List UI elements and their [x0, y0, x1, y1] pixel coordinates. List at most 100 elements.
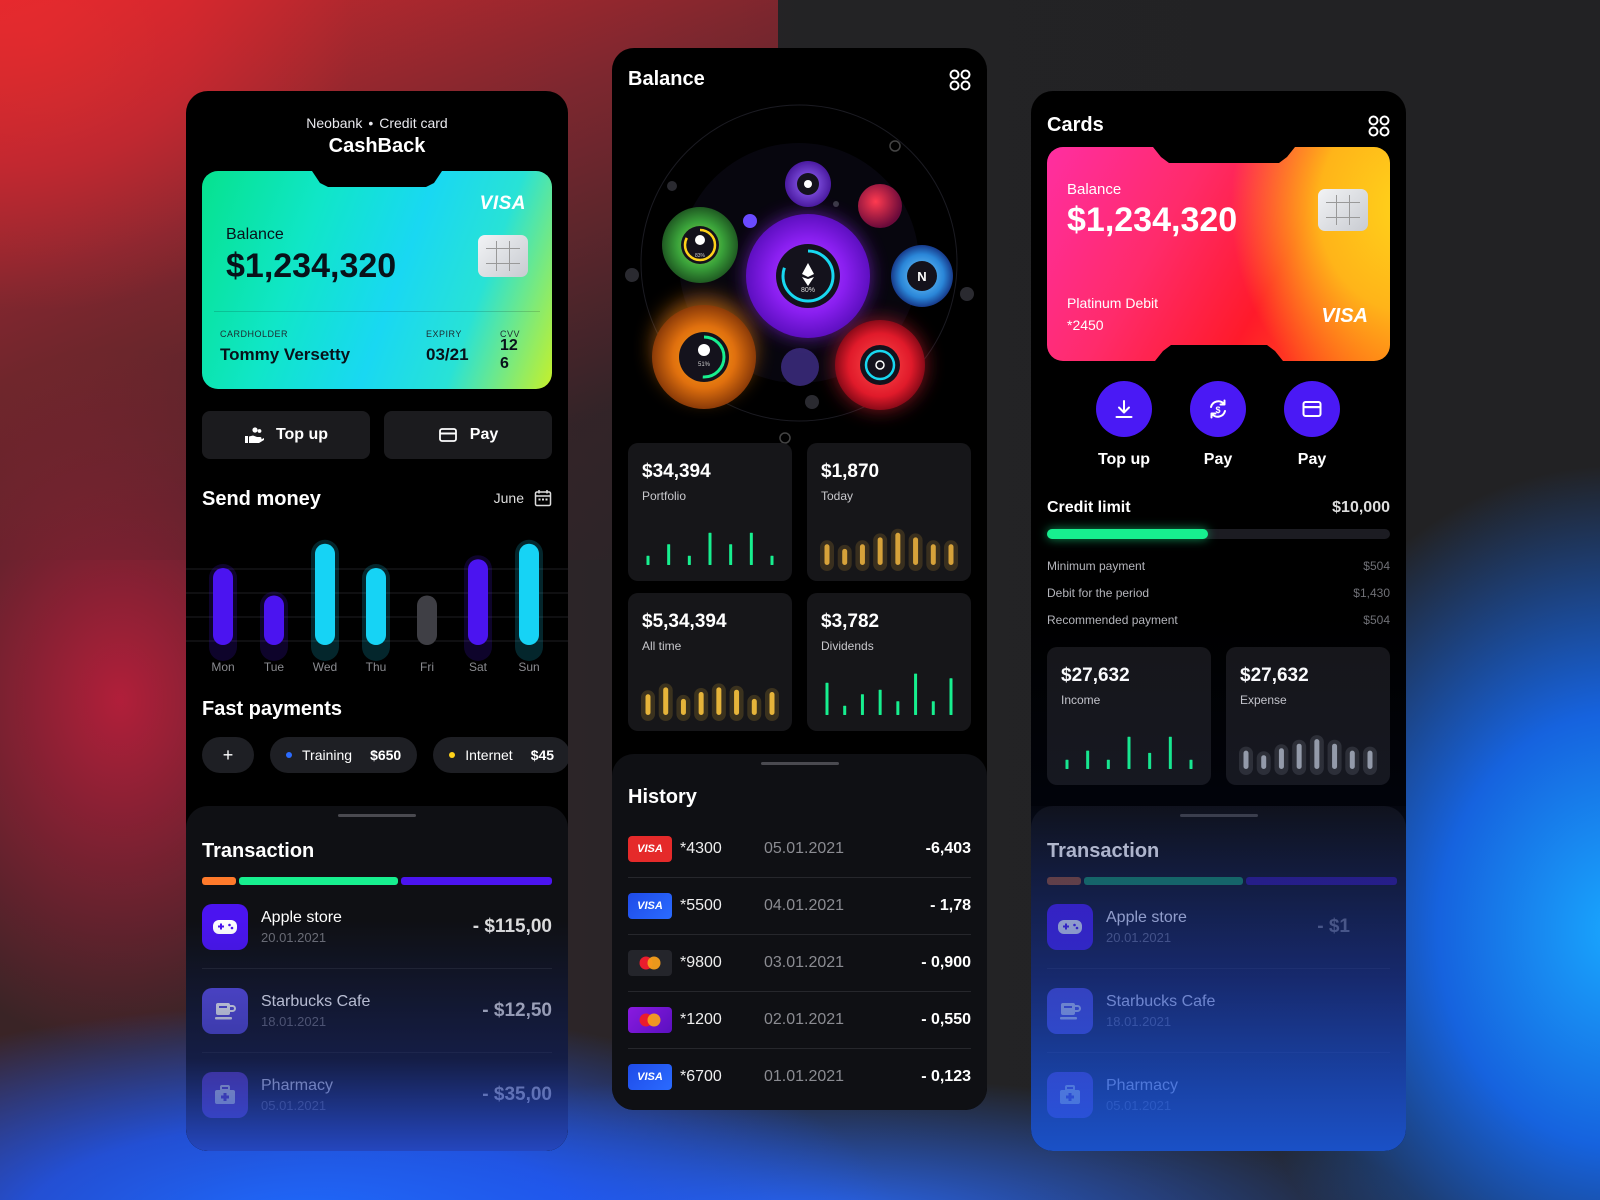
history-amount: - 0,123	[921, 1068, 971, 1085]
transaction-row[interactable]: Starbucks Cafe 18.01.2021	[1047, 969, 1390, 1053]
mini-bar	[1168, 736, 1172, 769]
row-value: $504	[1363, 559, 1390, 573]
mini-bar	[824, 544, 830, 565]
fast-payment-label: Internet	[465, 747, 513, 763]
merchant-name: Pharmacy	[1106, 1077, 1179, 1094]
transaction-row[interactable]: Pharmacy 05.01.2021	[1047, 1053, 1390, 1137]
day-label: Thu	[366, 660, 387, 674]
history-row[interactable]: VISA *5500 04.01.2021 - 1,78	[628, 877, 971, 935]
history-date: 03.01.2021	[764, 953, 845, 971]
mini-bar-chart	[641, 683, 779, 721]
day-label: Fri	[420, 660, 434, 674]
mini-bar	[949, 678, 953, 715]
history-row[interactable]: *1200 02.01.2021 - 0,550	[628, 991, 971, 1049]
cvv-line-2: 6	[500, 355, 509, 372]
dividends-stat-card[interactable]: $3,782 Dividends	[807, 593, 971, 731]
medkit-icon	[1047, 1072, 1093, 1118]
bar-sat[interactable]	[468, 559, 488, 645]
bar-fri[interactable]	[417, 595, 437, 646]
mastercard-icon	[628, 1006, 672, 1033]
sheet-handle[interactable]	[760, 762, 839, 765]
month-picker[interactable]: June	[494, 489, 552, 507]
row-value: $1,430	[1353, 586, 1390, 600]
income-stat-card[interactable]: $27,632 Income	[1047, 647, 1211, 785]
history-row[interactable]: VISA *4300 05.01.2021 -6,403	[628, 820, 971, 878]
pay-action[interactable]: $ Pay	[1190, 381, 1246, 468]
stat-label: Expense	[1240, 693, 1287, 707]
download-icon	[1096, 381, 1152, 437]
mini-bar	[914, 673, 918, 715]
separator: •	[368, 115, 374, 131]
cardholder-label: CARDHOLDER	[220, 329, 289, 339]
mini-bar	[734, 689, 740, 715]
history-row[interactable]: VISA *6700 01.01.2021 - 0,123	[628, 1048, 971, 1106]
mini-bar	[1106, 759, 1110, 769]
transaction-row[interactable]: Apple store 20.01.2021 - $1	[1047, 885, 1390, 969]
debit-card[interactable]: Balance $1,234,320 Platinum Debit *2450 …	[1047, 147, 1390, 361]
history-sheet[interactable]: History VISA *4300 05.01.2021 -6,403 VISA *55…	[612, 754, 987, 1110]
category-segment	[239, 877, 398, 885]
hand-coins-icon	[244, 427, 264, 443]
all-time-stat-card[interactable]: $5,34,394 All time	[628, 593, 792, 731]
expense-stat-card[interactable]: $27,632 Expense	[1226, 647, 1390, 785]
top-up-button[interactable]: Top up	[202, 411, 370, 459]
history-amount: - 1,78	[930, 896, 971, 914]
debit-period-row: Debit for the period $1,430	[1047, 586, 1390, 600]
transaction-sheet[interactable]: Transaction Apple store 20.01.2021 - $1 S…	[1031, 806, 1406, 1151]
orange-percent: 51%	[698, 362, 711, 368]
pay-card-action[interactable]: Pay	[1284, 381, 1340, 468]
bar-sun[interactable]	[519, 543, 539, 645]
sheet-handle[interactable]	[1179, 814, 1258, 817]
merchant-name: Starbucks Cafe	[261, 992, 371, 1010]
fast-payment-internet[interactable]: Internet $45	[433, 737, 568, 773]
credit-card[interactable]: VISA Balance $1,234,320 CARDHOLDER Tommy…	[202, 171, 552, 389]
history-amount: - 0,550	[921, 1010, 971, 1028]
fast-payment-training[interactable]: Training $650	[270, 737, 418, 773]
top-up-action[interactable]: Top up	[1096, 381, 1152, 468]
portfolio-stat-card[interactable]: $34,394 Portfolio	[628, 443, 792, 581]
mini-bar	[769, 692, 775, 715]
expiry-label: EXPIRY	[426, 329, 462, 339]
transaction-row[interactable]: Apple store 20.01.2021 - $115,00	[202, 885, 552, 969]
expiry-value: 03/21	[426, 345, 469, 364]
bar-wed[interactable]	[315, 543, 335, 645]
sheet-handle[interactable]	[338, 814, 416, 817]
bar-mon[interactable]	[213, 568, 233, 645]
history-row[interactable]: *9800 03.01.2021 - 0,900	[628, 934, 971, 992]
pay-button[interactable]: Pay	[384, 411, 552, 459]
grid-menu-icon[interactable]	[1368, 115, 1390, 137]
stat-label: All time	[642, 639, 682, 653]
visa-icon: VISA	[628, 1064, 672, 1090]
balance-label: Balance	[1067, 181, 1122, 198]
add-fast-payment-button[interactable]: +	[202, 737, 254, 773]
day-label: Wed	[313, 660, 337, 674]
minimum-payment-row: Minimum payment $504	[1047, 559, 1390, 573]
visa-icon: VISA	[628, 835, 672, 862]
history-amount: - 0,900	[921, 953, 971, 971]
mini-bar	[1127, 736, 1131, 769]
transaction-row[interactable]: Pharmacy 05.01.2021 - $35,00	[202, 1053, 552, 1137]
category-segment	[1047, 877, 1082, 885]
mini-bar	[751, 698, 757, 715]
mini-bar	[680, 698, 686, 715]
transaction-sheet[interactable]: Transaction Apple store 20.01.2021 - $115…	[186, 806, 568, 1151]
category-segment	[202, 877, 237, 885]
mini-bar	[770, 555, 774, 565]
send-money-title: Send money	[202, 488, 321, 510]
card-product: Platinum Debit	[1067, 295, 1159, 311]
transaction-date: 05.01.2021	[261, 1098, 327, 1113]
month-label: June	[493, 490, 524, 506]
bar-thu[interactable]	[366, 568, 386, 645]
mini-bar	[729, 544, 733, 565]
mini-bar	[645, 694, 651, 715]
credit-limit-value: $10,000	[1332, 499, 1390, 516]
coffee-icon	[202, 987, 248, 1034]
grid-menu-icon[interactable]	[949, 69, 971, 91]
today-stat-card[interactable]: $1,870 Today	[807, 443, 971, 581]
bar-tue[interactable]	[264, 595, 284, 646]
visa-icon: VISA	[628, 892, 672, 919]
stat-value: $3,782	[821, 611, 880, 632]
transaction-row[interactable]: Starbucks Cafe 18.01.2021 - $12,50	[202, 969, 552, 1053]
category-segment	[400, 877, 552, 885]
stat-label: Today	[821, 489, 854, 503]
